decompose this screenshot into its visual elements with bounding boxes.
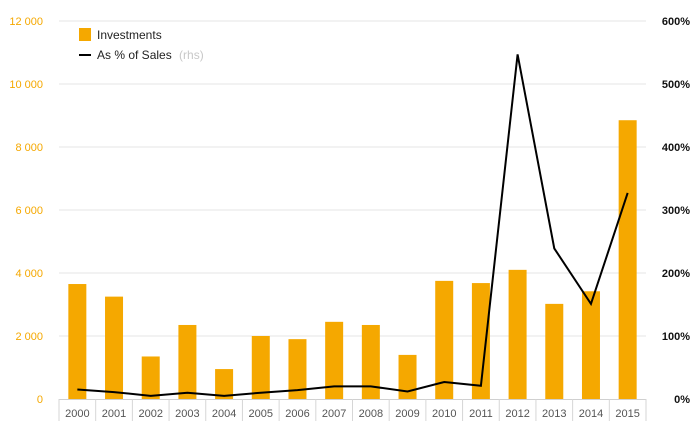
left-tick-label: 4 000: [15, 268, 43, 280]
left-y-axis: 0 2 000 4 000 6 000 8 000 10 000 12 000: [9, 16, 43, 406]
investment-bar: [141, 356, 160, 399]
investment-bar: [508, 269, 527, 399]
investment-bar: [288, 339, 307, 399]
x-tick-label: 2006: [285, 408, 309, 420]
x-tick-label: 2002: [138, 408, 162, 420]
investment-bar: [581, 291, 600, 399]
investment-bar: [251, 336, 270, 399]
x-tick-label: 2007: [322, 408, 346, 420]
right-tick-label: 500%: [662, 79, 690, 91]
left-tick-label: 6 000: [15, 205, 43, 217]
right-tick-label: 300%: [662, 205, 690, 217]
left-tick-label: 0: [37, 394, 43, 406]
investment-bar: [471, 283, 490, 399]
legend-sales-label: As % of Sales (rhs): [97, 48, 204, 62]
x-tick-label: 2010: [432, 408, 456, 420]
investment-bar: [435, 280, 454, 399]
investment-bar: [361, 324, 380, 399]
investment-bar: [105, 296, 124, 399]
investment-bar: [215, 369, 234, 399]
left-tick-label: 10 000: [9, 79, 43, 91]
right-tick-label: 0%: [674, 394, 690, 406]
investment-bar: [545, 303, 564, 399]
x-tick-label: 2001: [102, 408, 126, 420]
x-tick-label: 2015: [615, 408, 639, 420]
x-tick-label: 2009: [395, 408, 419, 420]
investment-bars: [68, 120, 637, 399]
investment-bar: [325, 321, 344, 399]
investment-bar: [398, 354, 417, 399]
legend-sales-suffix: (rhs): [179, 48, 204, 62]
x-tick-label: 2004: [212, 408, 236, 420]
legend-investments-label: Investments: [97, 28, 162, 42]
left-tick-label: 8 000: [15, 142, 43, 154]
x-tick-label: 2011: [469, 408, 493, 420]
left-tick-label: 12 000: [9, 16, 43, 28]
right-tick-label: 200%: [662, 268, 690, 280]
x-axis: 2000 2001 2002 2003 2004 2005 2006 2007 2008 2009…: [58, 399, 647, 421]
percent-of-sales-polyline: [77, 54, 629, 397]
x-tick-label: 2005: [249, 408, 273, 420]
right-tick-label: 100%: [662, 331, 690, 343]
legend-investments-swatch: [79, 28, 91, 41]
right-tick-label: 600%: [662, 16, 690, 28]
x-tick-label: 2003: [175, 408, 199, 420]
investment-bar: [178, 324, 197, 399]
x-tick-label: 2014: [579, 408, 603, 420]
investment-bar: [68, 284, 87, 399]
percent-of-sales-line: [77, 54, 629, 397]
x-tick-label: 2013: [542, 408, 566, 420]
investment-bar: [618, 120, 637, 399]
x-tick-label: 2000: [65, 408, 89, 420]
x-tick-label: 2008: [359, 408, 383, 420]
gridlines: [59, 20, 646, 337]
legend: Investments As % of Sales (rhs): [79, 28, 204, 62]
right-y-axis: 0% 100% 200% 300% 400% 500% 600%: [662, 16, 690, 406]
x-tick-label: 2012: [505, 408, 529, 420]
legend-sales-name: As % of Sales: [97, 48, 172, 62]
right-tick-label: 400%: [662, 142, 690, 154]
left-tick-label: 2 000: [15, 331, 43, 343]
